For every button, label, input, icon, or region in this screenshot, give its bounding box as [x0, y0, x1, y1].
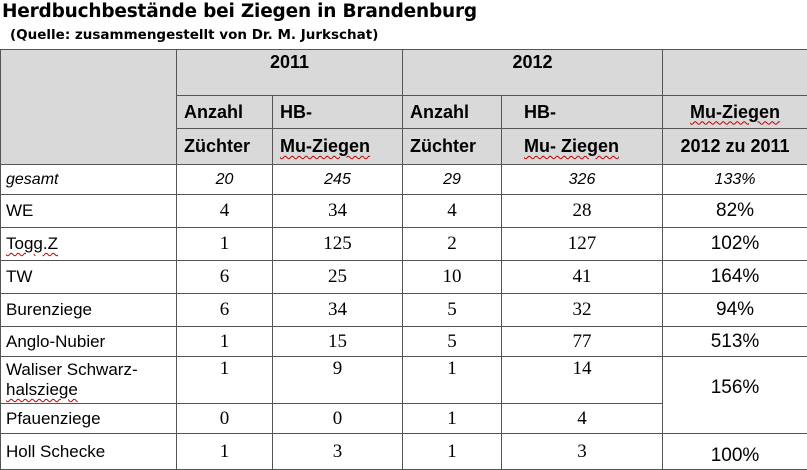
cell-zuechter-2012: 10	[403, 261, 502, 294]
cell-zuechter-2012: 1	[403, 404, 502, 434]
source-note: (Quelle: zusammengestellt von Dr. M. Jur…	[10, 27, 378, 43]
table-row: Holl Schecke 1 3 1 3 100%	[1, 434, 807, 470]
header-zuechter-2012: Züchter	[403, 129, 502, 165]
herdbook-table: 2011 2012 Anzahl HB- Anzahl HB- Mu-Ziege…	[0, 49, 807, 470]
cell-hb-2012: 32	[502, 294, 663, 327]
cell-hb-2011: 34	[273, 294, 403, 327]
cell-hb-2011: 245	[273, 165, 403, 195]
cell-zuechter-2012: 5	[403, 294, 502, 327]
row-label: TW	[1, 261, 177, 294]
cell-hb-2011: 15	[273, 327, 403, 357]
cell-zuechter-2011: 6	[177, 294, 273, 327]
cell-zuechter-2012: 29	[403, 165, 502, 195]
row-label-line-2: halsziege	[6, 380, 176, 400]
cell-zuechter-2012: 4	[403, 195, 502, 228]
cell-zuechter-2011: 1	[177, 327, 273, 357]
row-label: WE	[1, 195, 177, 228]
header-empty-right	[663, 50, 807, 96]
cell-hb-2011: 3	[273, 434, 403, 470]
cell-zuechter-2011: 0	[177, 404, 273, 434]
cell-percent: 156%	[663, 357, 807, 434]
row-label-line-2-text: halsziege	[6, 380, 78, 399]
row-label: Holl Schecke	[1, 434, 177, 470]
header-zuechter-2011: Züchter	[177, 129, 273, 165]
cell-zuechter-2012: 1	[403, 357, 502, 404]
header-compare: 2012 zu 2011	[663, 129, 807, 165]
header-anzahl-2011: Anzahl	[177, 96, 273, 129]
table-row: Togg.Z 1 125 2 127 102%	[1, 228, 807, 261]
cell-zuechter-2011: 6	[177, 261, 273, 294]
row-label-text: Togg.Z	[6, 234, 58, 253]
header-year-2011: 2011	[177, 50, 403, 96]
cell-zuechter-2011: 4	[177, 195, 273, 228]
cell-zuechter-2012: 2	[403, 228, 502, 261]
header-hb-2012: HB-	[502, 96, 663, 129]
cell-hb-2011: 25	[273, 261, 403, 294]
cell-hb-2011: 0	[273, 404, 403, 434]
cell-percent: 513%	[663, 327, 807, 357]
table-row: Waliser Schwarz- halsziege 1 9 1 14 156%	[1, 357, 807, 404]
cell-hb-2012: 3	[502, 434, 663, 470]
cell-zuechter-2011: 1	[177, 357, 273, 404]
cell-percent: 164%	[663, 261, 807, 294]
cell-percent: 102%	[663, 228, 807, 261]
header-anzahl-2012: Anzahl	[403, 96, 502, 129]
cell-zuechter-2012: 1	[403, 434, 502, 470]
header-year-2012: 2012	[403, 50, 663, 96]
row-label: Anglo-Nubier	[1, 327, 177, 357]
row-label: Togg.Z	[1, 228, 177, 261]
header-hb-2011: HB-	[273, 96, 403, 129]
row-label: Burenziege	[1, 294, 177, 327]
header-row-years: 2011 2012	[1, 50, 807, 96]
row-label: Pfauenziege	[1, 404, 177, 434]
header-mu-ziegen-title: Mu-Ziegen	[663, 96, 807, 129]
table-row: Anglo-Nubier 1 15 5 77 513%	[1, 327, 807, 357]
table-row-total: gesamt 20 245 29 326 133%	[1, 165, 807, 195]
table-row: TW 6 25 10 41 164%	[1, 261, 807, 294]
cell-hb-2011: 125	[273, 228, 403, 261]
cell-zuechter-2011: 1	[177, 434, 273, 470]
mu-ziegen-title-text: Mu-Ziegen	[690, 102, 780, 122]
muziegen-2011-text: Mu-Ziegen	[280, 136, 370, 156]
row-label-line-1: Waliser Schwarz-	[6, 360, 176, 380]
cell-hb-2011: 34	[273, 195, 403, 228]
muziegen-2012-text: Mu- Ziegen	[524, 136, 619, 156]
header-muziegen-2012: Mu- Ziegen	[502, 129, 663, 165]
cell-hb-2012: 14	[502, 357, 663, 404]
cell-percent: 82%	[663, 195, 807, 228]
cell-hb-2012: 77	[502, 327, 663, 357]
cell-percent: 100%	[663, 434, 807, 470]
cell-zuechter-2012: 5	[403, 327, 502, 357]
header-empty-cell	[1, 50, 177, 165]
cell-hb-2012: 28	[502, 195, 663, 228]
cell-zuechter-2011: 1	[177, 228, 273, 261]
cell-zuechter-2011: 20	[177, 165, 273, 195]
header-muziegen-2011: Mu-Ziegen	[273, 129, 403, 165]
row-label: Waliser Schwarz- halsziege	[1, 357, 177, 404]
cell-percent: 133%	[663, 165, 807, 195]
row-label: gesamt	[1, 165, 177, 195]
cell-hb-2011: 9	[273, 357, 403, 404]
table-row: WE 4 34 4 28 82%	[1, 195, 807, 228]
cell-percent: 94%	[663, 294, 807, 327]
cell-hb-2012: 4	[502, 404, 663, 434]
cell-hb-2012: 127	[502, 228, 663, 261]
cell-hb-2012: 326	[502, 165, 663, 195]
page-title: Herdbuchbestände bei Ziegen in Brandenbu…	[2, 1, 477, 22]
table-row: Burenziege 6 34 5 32 94%	[1, 294, 807, 327]
cell-hb-2012: 41	[502, 261, 663, 294]
